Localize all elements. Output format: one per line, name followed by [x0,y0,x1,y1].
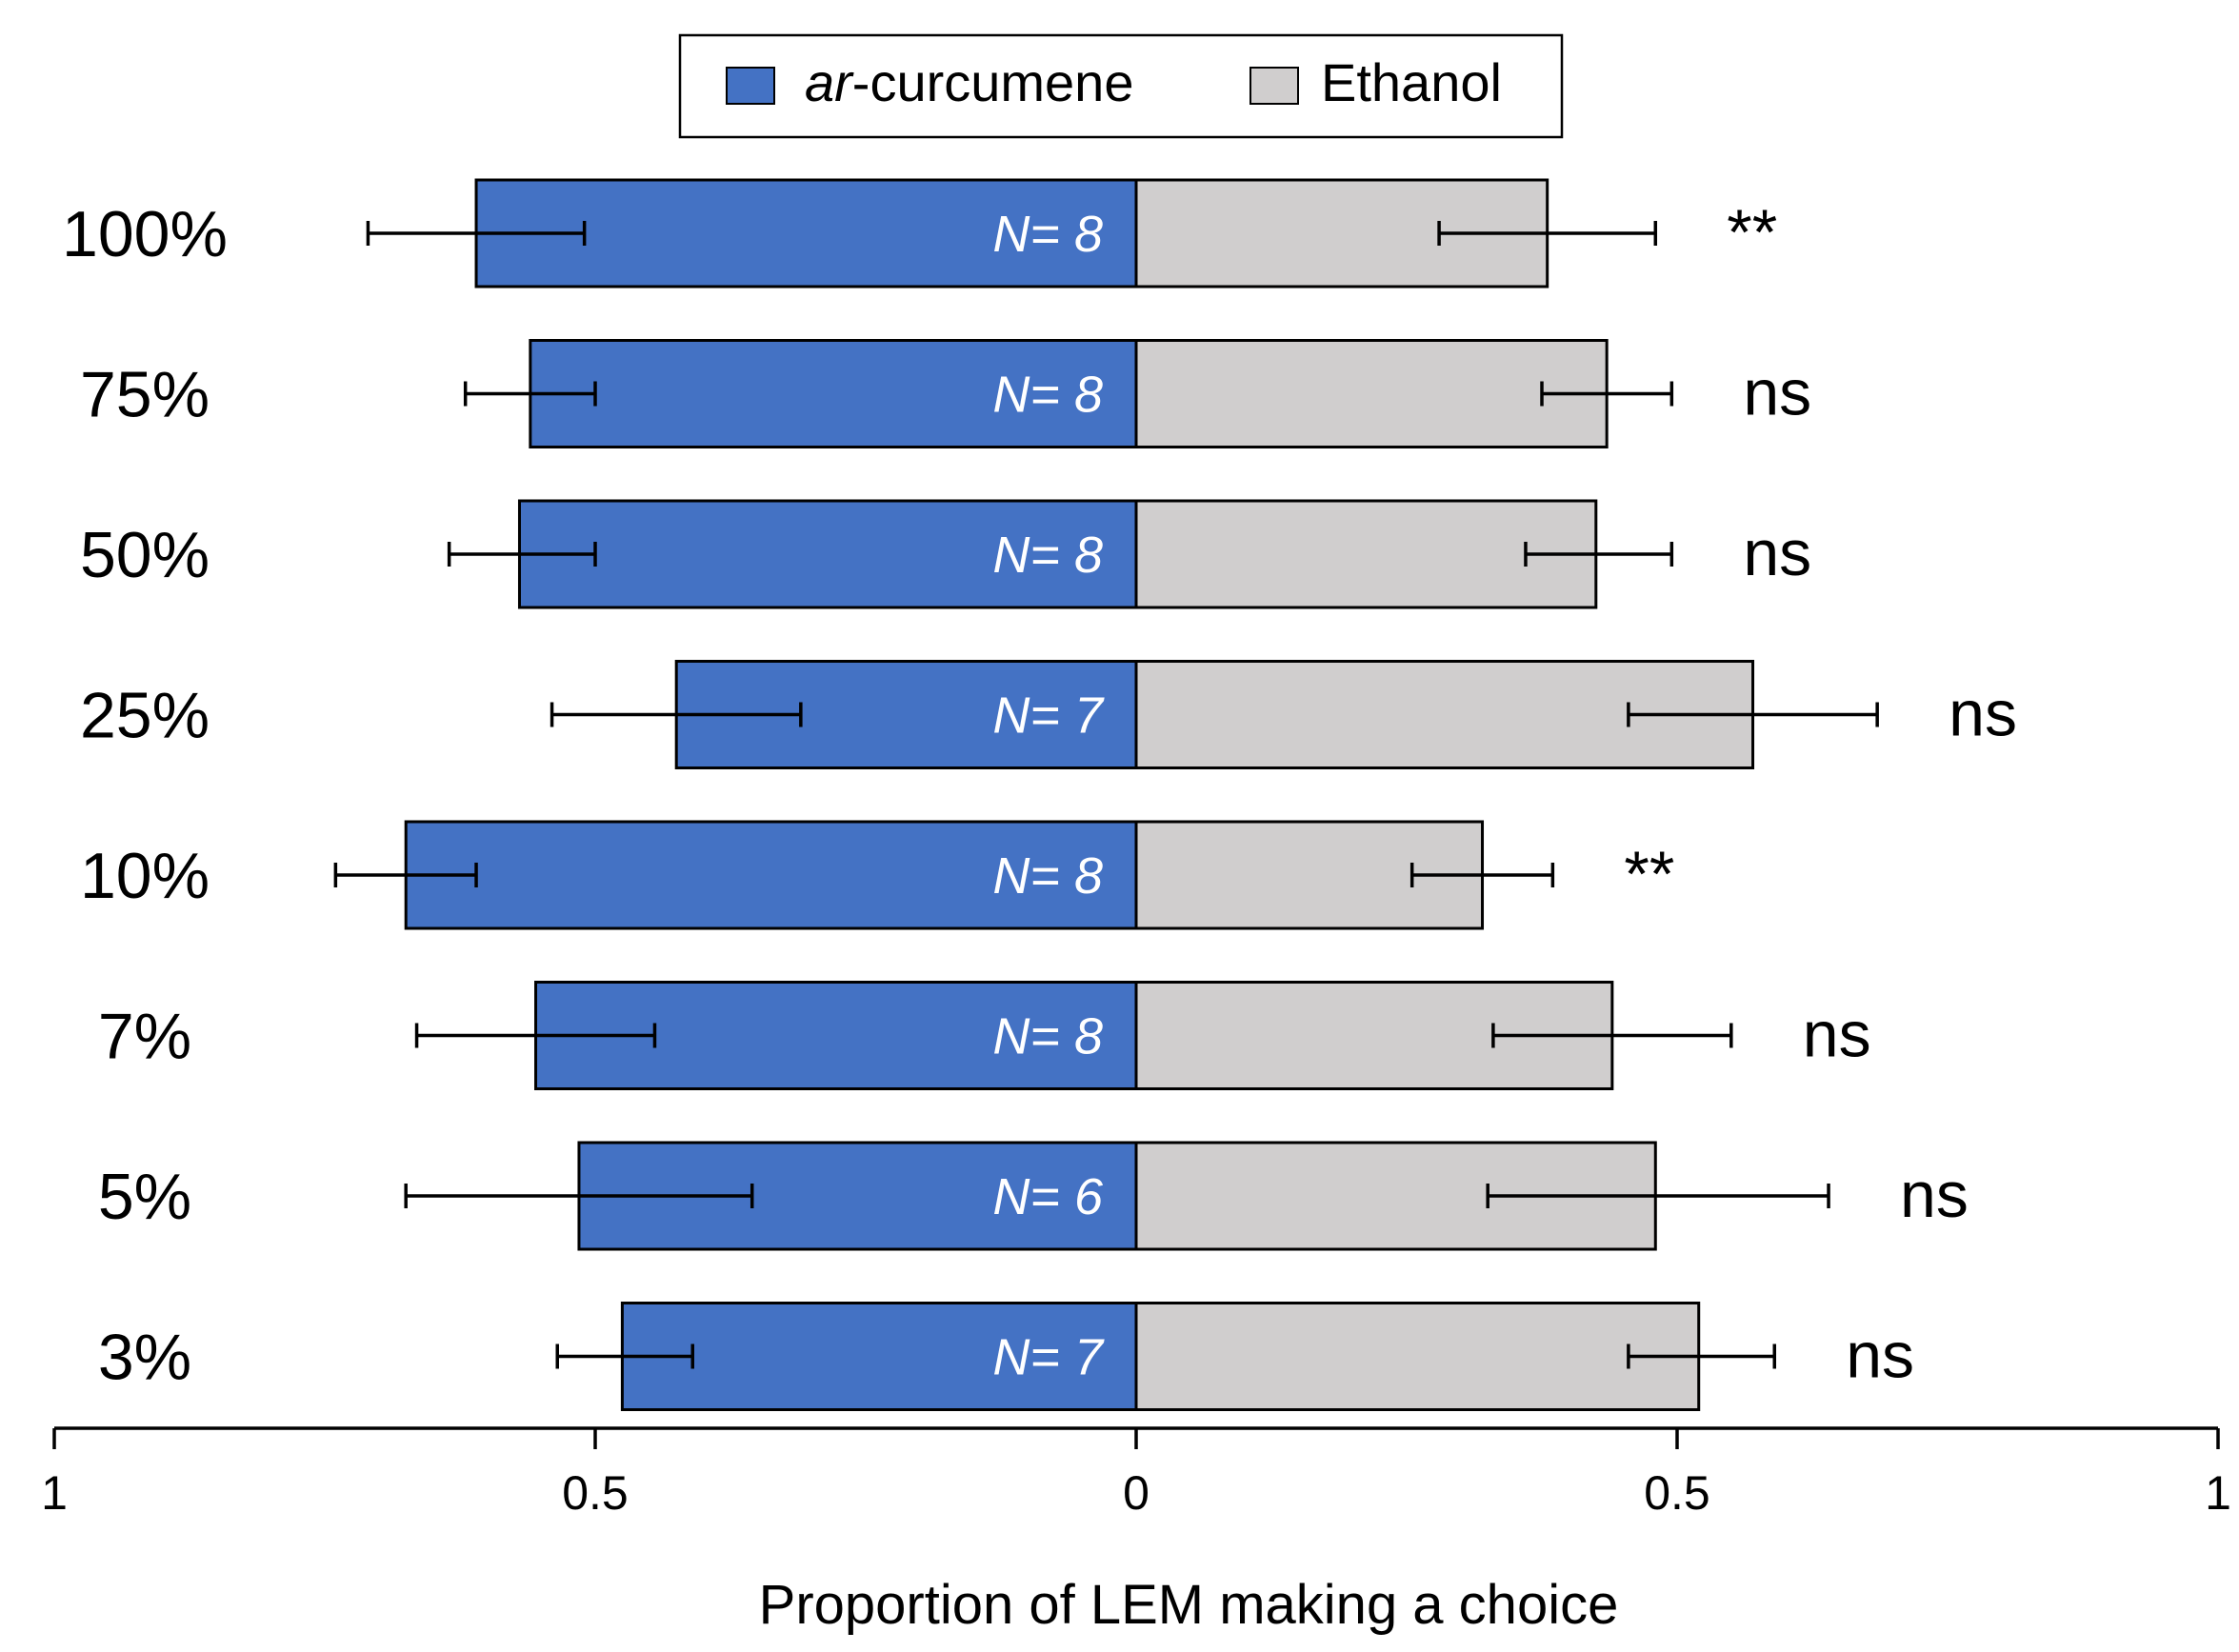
bar-ar-curcumene [529,339,1138,448]
error-bar-ar-curcumene [414,1023,657,1048]
error-bar-ethanol [1491,1023,1733,1048]
category-label: 100% [62,198,228,270]
x-tick-label: 1 [2205,1466,2231,1520]
error-bar-ethanol [1524,542,1674,567]
bar-ethanol [1134,1302,1701,1411]
category-label: 10% [80,840,210,912]
x-tick-label: 0 [1123,1466,1149,1520]
error-bar-ar-curcumene [447,542,597,567]
n-label: N= 8 [992,847,1103,905]
x-tick-label: 0.5 [1644,1466,1710,1520]
bar-ar-curcumene [517,499,1138,609]
significance-label: ns [1949,678,2017,750]
n-label: N= 7 [992,687,1105,745]
significance-label: ns [1846,1320,1914,1392]
error-bar-ethanol [1409,863,1555,887]
n-label: N= 7 [992,1329,1105,1386]
n-label: N= 8 [992,527,1103,584]
bar-ethanol [1134,339,1609,448]
significance-label: ns [1900,1159,1969,1231]
x-axis-title: Proportion of LEM making a choice [759,1574,1619,1636]
legend-label-prefix: ar [805,52,854,112]
category-label: 50% [80,519,210,591]
error-bar-ar-curcumene [333,863,478,887]
significance-label: ns [1743,517,1811,589]
error-bar-ethanol [1627,1343,1776,1369]
legend-label-text: -curcumene [852,52,1134,112]
n-label: N= 8 [992,367,1103,424]
error-bar-ar-curcumene [404,1184,754,1208]
error-bar-ethanol [1486,1184,1830,1208]
bar-group: 100% N= 8 ** 75% N= 8 ns 50% N= 8 ns 25% N= 7 ns 10%… [62,178,2017,1411]
n-label: N= 8 [992,1008,1103,1065]
bar-ar-curcumene [404,820,1138,930]
legend-swatch-ar-curcumene [726,67,775,105]
legend-box [678,33,1564,139]
legend: ar-curcumene Ethanol [678,33,1564,139]
error-bar-ar-curcumene [550,702,803,727]
legend-swatch-ethanol [1249,67,1299,105]
error-bar-ar-curcumene [555,1343,694,1369]
category-label: 5% [98,1161,191,1233]
bar-row: 50% N= 8 ns [80,499,1811,609]
error-bar-ethanol [1437,221,1658,246]
error-bar-ar-curcumene [463,381,597,407]
legend-label-ar-curcumene: ar-curcumene [805,52,1133,112]
bar-row: 100% N= 8 ** [62,178,1777,289]
n-label: N= 6 [992,1168,1104,1225]
bar-row: 25% N= 7 ns [80,660,2017,769]
bar-ar-curcumene [474,178,1138,289]
legend-label-ethanol: Ethanol [1321,52,1502,112]
bar-ar-curcumene [620,1302,1138,1411]
significance-label: ** [1624,838,1674,910]
n-label: N= 8 [992,206,1103,263]
error-bar-ethanol [1540,381,1674,407]
x-tick-label: 1 [41,1466,68,1520]
x-tick-label: 0.5 [562,1466,629,1520]
category-label: 75% [80,359,210,431]
significance-label: ns [1803,999,1871,1071]
significance-label: ns [1743,357,1811,429]
category-label: 25% [80,680,210,752]
bar-ethanol [1134,499,1598,609]
bar-row: 3% N= 7 ns [98,1302,1914,1411]
category-label: 3% [98,1322,191,1394]
bar-row: 5% N= 6 ns [98,1141,1969,1251]
category-label: 7% [98,1001,191,1073]
error-bar-ar-curcumene [366,221,587,246]
significance-label: ** [1727,196,1777,269]
error-bar-ethanol [1627,702,1879,727]
x-axis: 1 0.5 0 0.5 1 Proportion of LEM making a choi… [41,1426,2231,1636]
